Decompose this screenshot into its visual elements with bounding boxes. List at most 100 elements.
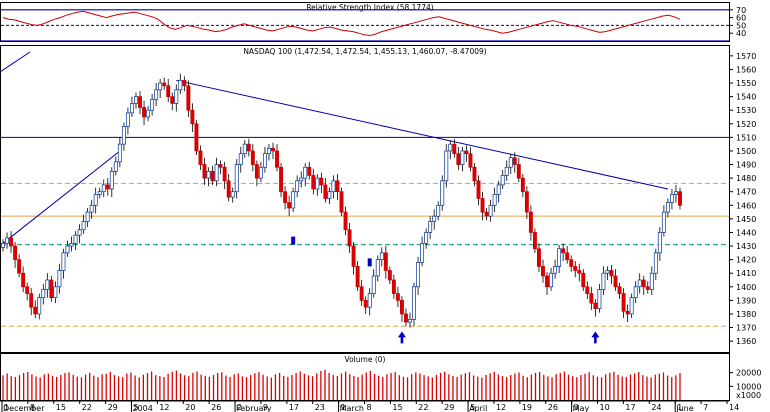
candle-body-65 (262, 153, 267, 168)
candle-body-158 (637, 279, 642, 288)
candle-body-137 (553, 266, 558, 274)
candle-body-73 (295, 180, 300, 193)
candle-body-75 (303, 166, 308, 179)
candle-body-27 (109, 170, 114, 190)
candle-body-136 (549, 272, 553, 288)
candle-body-60 (242, 143, 247, 155)
candle-body-115 (464, 150, 469, 155)
candle-body-71 (287, 202, 292, 209)
candle-body-87 (351, 245, 356, 267)
price-title: NASDAQ 100 (1,472.54, 1,472.54, 1,455.13… (243, 47, 486, 56)
price-tick-label-2: 1380 (736, 310, 756, 319)
candle-body-77 (311, 175, 316, 190)
candle-body-92 (371, 275, 376, 294)
candle-body-53 (214, 164, 219, 182)
price-tick-label-1: 1370 (736, 324, 756, 333)
candle-body-74 (299, 177, 304, 182)
x-tick-label-17: 29 (444, 403, 454, 412)
candle-body-108 (436, 204, 441, 217)
candle-body-37 (150, 98, 155, 111)
candle-body-63 (254, 164, 259, 179)
x-tick-label-16: 22 (418, 403, 428, 412)
x-tick-label-0: 1 (4, 403, 9, 412)
candle-body-49 (198, 150, 203, 165)
candle-body-61 (246, 143, 251, 152)
price-tick-label-11: 1470 (736, 188, 756, 197)
candle-body-32 (130, 103, 134, 114)
candle-body-44 (178, 79, 183, 91)
candle-body-165 (665, 202, 670, 213)
blue-marker-1 (367, 258, 372, 267)
candle-body-16 (65, 245, 70, 254)
candle-body-34 (138, 96, 142, 108)
candle-body-102 (412, 286, 416, 320)
candle-body-64 (258, 166, 263, 179)
candle-body-147 (593, 302, 598, 309)
candle-body-121 (488, 204, 493, 217)
candle-body-76 (307, 166, 312, 176)
candle-body-116 (468, 153, 473, 168)
candle-body-101 (408, 319, 412, 323)
candle-body-90 (363, 300, 368, 308)
candle-body-118 (476, 180, 481, 199)
x-tick-label-26: 1 (677, 403, 682, 412)
candle-body-21 (85, 211, 90, 222)
x-tick-label-22: 3 (574, 403, 579, 412)
x-tick-label-23: 10 (600, 403, 610, 412)
rsi-tick-label-3: 70 (736, 6, 746, 15)
candle-body-52 (210, 170, 215, 182)
candle-body-62 (250, 150, 255, 165)
candle-body-40 (162, 82, 167, 87)
x-tick-label-4: 29 (108, 403, 118, 412)
candle-body-100 (404, 313, 408, 323)
volume-panel-frame (0, 353, 730, 401)
candle-body-24 (97, 191, 102, 195)
candle-body-111 (448, 143, 453, 152)
month-label-0: December (3, 404, 45, 412)
price-tick-label-13: 1490 (736, 161, 756, 170)
candle-body-1 (5, 237, 9, 244)
price-tick-label-16: 1520 (736, 120, 756, 129)
rsi-line (2, 10, 681, 37)
price-tick-label-15: 1510 (736, 133, 756, 142)
candle-body-120 (484, 211, 489, 217)
x-tick-label-7: 20 (185, 403, 195, 412)
price-tick-label-3: 1390 (736, 296, 756, 305)
candle-body-48 (194, 123, 199, 152)
x-tick-label-3: 22 (82, 403, 92, 412)
candle-body-106 (428, 221, 433, 233)
x-tick-label-6: 12 (159, 403, 169, 412)
candle-body-23 (93, 194, 98, 206)
price-tick-label-8: 1440 (736, 228, 756, 237)
candle-body-51 (206, 170, 211, 179)
candle-body-134 (541, 266, 545, 277)
candle-body-130 (524, 191, 529, 213)
candle-body-141 (569, 259, 574, 267)
candle-body-55 (222, 166, 227, 182)
candle-body-43 (174, 89, 179, 104)
candle-body-4 (17, 259, 22, 274)
x-tick-label-27: 7 (703, 403, 708, 412)
price-tick-label-19: 1550 (736, 79, 756, 88)
candle-body-70 (283, 191, 288, 203)
candle-body-19 (77, 229, 82, 236)
x-tick-label-28: 14 (729, 403, 739, 412)
candle-body-122 (492, 194, 497, 206)
x-tick-label-5: 5 (133, 403, 138, 412)
x-tick-label-21: 26 (548, 403, 558, 412)
candle-body-96 (387, 270, 392, 281)
candle-body-67 (271, 147, 275, 152)
candle-body-98 (395, 293, 400, 301)
candle-body-139 (561, 248, 566, 254)
price-tick-label-5: 1410 (736, 269, 756, 278)
rsi-tick-label-1: 50 (736, 21, 746, 30)
candle-body-28 (113, 161, 118, 172)
candle-body-133 (537, 248, 541, 267)
candle-body-152 (613, 275, 618, 288)
candle-body-39 (158, 82, 163, 91)
candle-body-164 (661, 211, 666, 233)
candle-body-123 (496, 184, 501, 195)
candle-body-79 (319, 177, 324, 186)
month-label-5: May (573, 404, 590, 412)
